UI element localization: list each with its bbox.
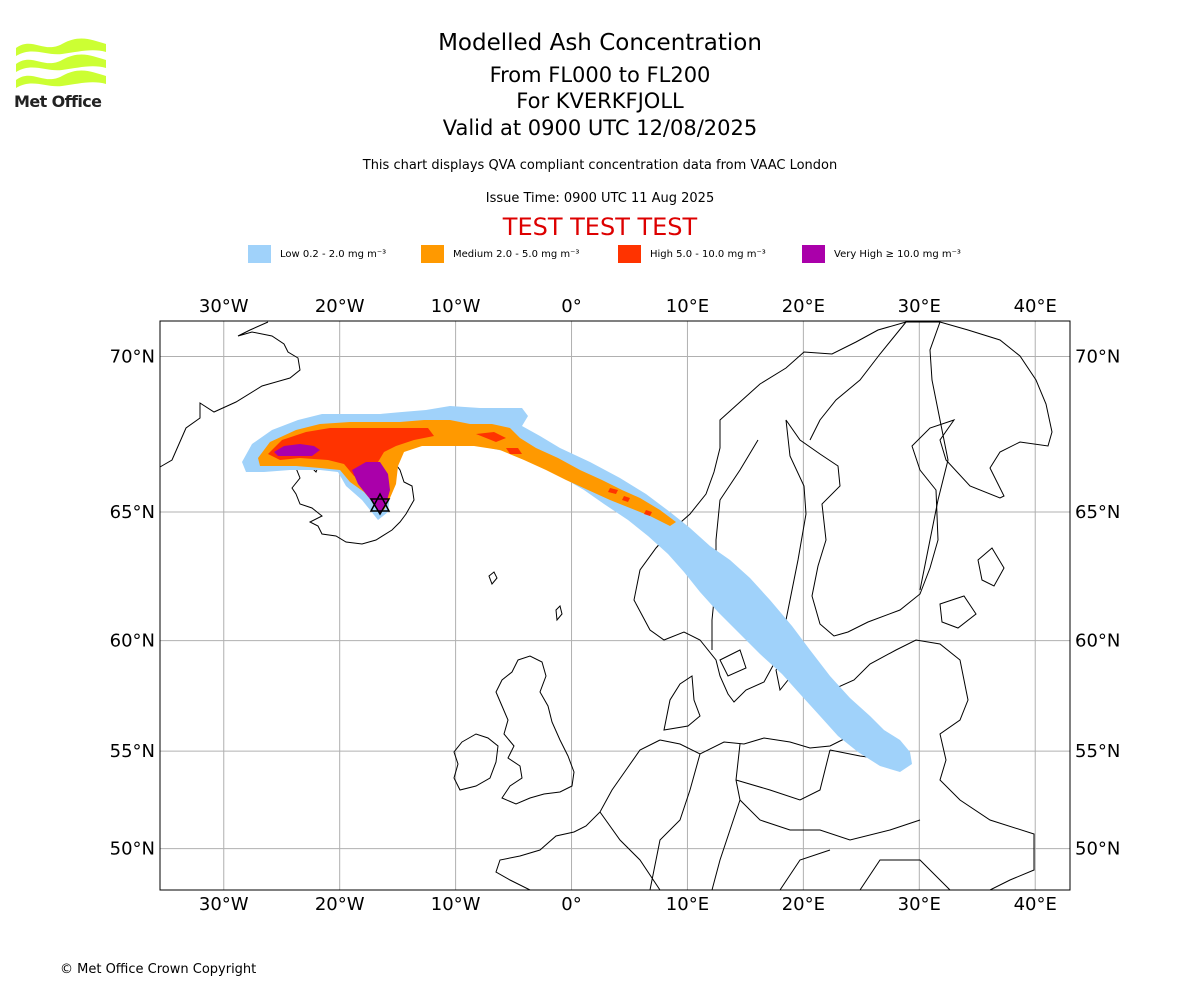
border-norway-sweden — [711, 439, 759, 650]
lon-tick-label-bottom: 0° — [561, 894, 581, 915]
plume-high-concentration — [268, 428, 434, 482]
plume-very-high-volcano — [352, 462, 390, 514]
lon-tick-label-bottom: 30°W — [199, 894, 249, 915]
lon-tick-label-top: 30°E — [898, 296, 941, 317]
lon-tick-label-bottom: 20°W — [315, 894, 365, 915]
ash-plume — [242, 406, 912, 772]
legend-swatch-low — [248, 245, 271, 263]
lake-onega — [977, 547, 1005, 587]
lon-tick-label-bottom: 30°E — [898, 894, 941, 915]
met-office-wave-logo-icon — [16, 38, 106, 88]
coastline-denmark — [663, 675, 701, 731]
graticule — [160, 321, 1070, 890]
coastline-baltic — [819, 639, 1035, 891]
coastline-scandinavia — [633, 321, 1053, 703]
lon-tick-label-top: 10°E — [666, 296, 709, 317]
lon-tick-label-top: 0° — [561, 296, 581, 317]
plume-high-patch — [608, 488, 618, 494]
coastline-greenland — [159, 321, 301, 468]
legend-swatch-high — [618, 245, 641, 263]
plume-high-patch — [476, 432, 506, 442]
legend-label-very-high: Very High ≥ 10.0 mg m⁻³ — [834, 248, 961, 260]
coastlines — [159, 321, 1053, 891]
plume-high-patch — [622, 496, 630, 502]
coastline-ireland — [453, 733, 499, 791]
lat-tick-label-right: 55°N — [1075, 741, 1120, 762]
lat-tick-label-right: 65°N — [1075, 502, 1120, 523]
lon-tick-label-top: 20°E — [782, 296, 825, 317]
coastline-germany-poland — [659, 737, 847, 755]
map-frame — [159, 320, 1071, 891]
lat-tick-label-right: 60°N — [1075, 631, 1120, 652]
legend-item-high: High 5.0 - 10.0 mg m⁻³ — [618, 244, 766, 264]
lon-tick-label-top: 20°W — [315, 296, 365, 317]
lat-tick-label-right: 70°N — [1075, 347, 1120, 368]
lat-tick-label-right: 50°N — [1075, 839, 1120, 860]
plume-high-patch — [644, 510, 652, 516]
plume-high-patch — [506, 448, 522, 454]
lat-tick-label-left: 60°N — [110, 631, 155, 652]
coastline-faroe — [488, 571, 498, 585]
legend-label-medium: Medium 2.0 - 5.0 mg m⁻³ — [453, 248, 580, 260]
issue-time: Issue Time: 0900 UTC 11 Aug 2025 — [485, 191, 715, 206]
axis-ticks: 30°W 30°W 20°W 20°W 10°W 10°W 0° 0° 10°E 10°E 20°E… — [110, 296, 1121, 915]
volcano-triangle-icon — [369, 492, 391, 516]
lon-tick-label-bottom: 10°W — [431, 894, 481, 915]
legend-label-high: High 5.0 - 10.0 mg m⁻³ — [650, 248, 766, 260]
legend-item-low: Low 0.2 - 2.0 mg m⁻³ — [248, 244, 386, 264]
legend-swatch-medium — [421, 245, 444, 263]
qva-note: This chart displays QVA compliant concen… — [362, 158, 838, 173]
test-banner: TEST TEST TEST — [502, 213, 698, 241]
lon-tick-label-bottom: 10°E — [666, 894, 709, 915]
copyright-notice: © Met Office Crown Copyright — [60, 962, 257, 977]
lat-tick-label-left: 55°N — [110, 741, 155, 762]
lake-ladoga — [939, 595, 977, 629]
valid-time: Valid at 0900 UTC 12/08/2025 — [442, 116, 758, 140]
lake-vanern — [719, 649, 747, 677]
lat-tick-label-left: 65°N — [110, 502, 155, 523]
chart-title: Modelled Ash Concentration — [438, 30, 762, 56]
lat-tick-label-left: 70°N — [110, 347, 155, 368]
coastline-shetland — [555, 605, 563, 622]
legend-label-low: Low 0.2 - 2.0 mg m⁻³ — [280, 248, 387, 260]
legend-item-medium: Medium 2.0 - 5.0 mg m⁻³ — [421, 244, 579, 264]
coastline-low-countries — [495, 739, 661, 891]
volcano-name: For KVERKFJOLL — [516, 89, 684, 113]
legend-item-very-high: Very High ≥ 10.0 mg m⁻³ — [802, 244, 961, 264]
legend-swatch-very-high — [802, 245, 825, 263]
lat-tick-label-left: 50°N — [110, 839, 155, 860]
lon-tick-label-top: 10°W — [431, 296, 481, 317]
border-internal-europe — [599, 743, 951, 891]
plume-very-high-west — [274, 444, 320, 456]
lon-tick-label-top: 30°W — [199, 296, 249, 317]
lon-tick-label-top: 40°E — [1014, 296, 1057, 317]
flight-level-range: From FL000 to FL200 — [489, 63, 711, 87]
coastline-great-britain — [495, 655, 575, 805]
border-sweden-finland — [809, 321, 907, 441]
lon-tick-label-bottom: 20°E — [782, 894, 825, 915]
lon-tick-label-bottom: 40°E — [1014, 894, 1057, 915]
logo-text: Met Office — [14, 92, 102, 111]
border-finland-russia — [919, 321, 949, 591]
